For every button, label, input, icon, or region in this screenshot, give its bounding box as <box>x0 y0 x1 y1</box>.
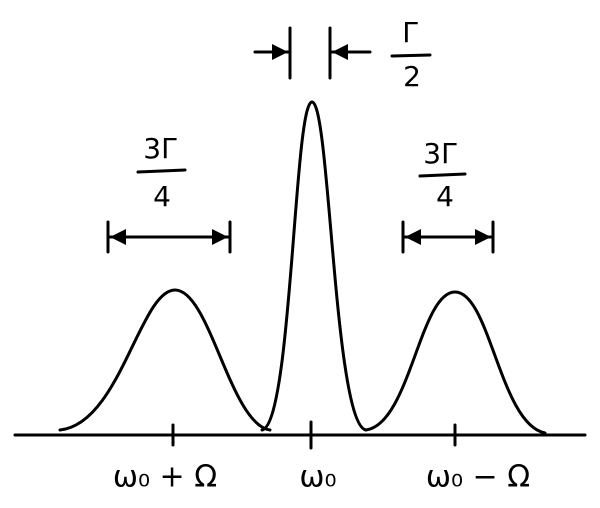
right-width-arrow <box>401 220 495 254</box>
center-peak <box>260 100 368 432</box>
right-width-denominator: 4 <box>436 180 454 213</box>
axis-label: ω₀ + Ω <box>113 460 217 495</box>
left-width-numerator: 3Γ <box>143 132 177 165</box>
axis-label: ω₀ − Ω <box>426 460 530 495</box>
fraction-bar <box>390 53 432 58</box>
axis-label: ω₀ <box>299 460 336 495</box>
left-width-denominator: 4 <box>153 180 171 213</box>
right-width-numerator: 3Γ <box>423 137 457 170</box>
left-peak <box>58 288 272 432</box>
center-width-arrows <box>253 26 372 80</box>
fraction-bar <box>136 168 187 174</box>
center-width-denominator: 2 <box>403 60 421 93</box>
center-width-numerator: Γ <box>402 16 418 49</box>
right-peak <box>364 290 547 435</box>
left-width-arrow <box>106 220 232 254</box>
fraction-bar <box>418 172 467 178</box>
